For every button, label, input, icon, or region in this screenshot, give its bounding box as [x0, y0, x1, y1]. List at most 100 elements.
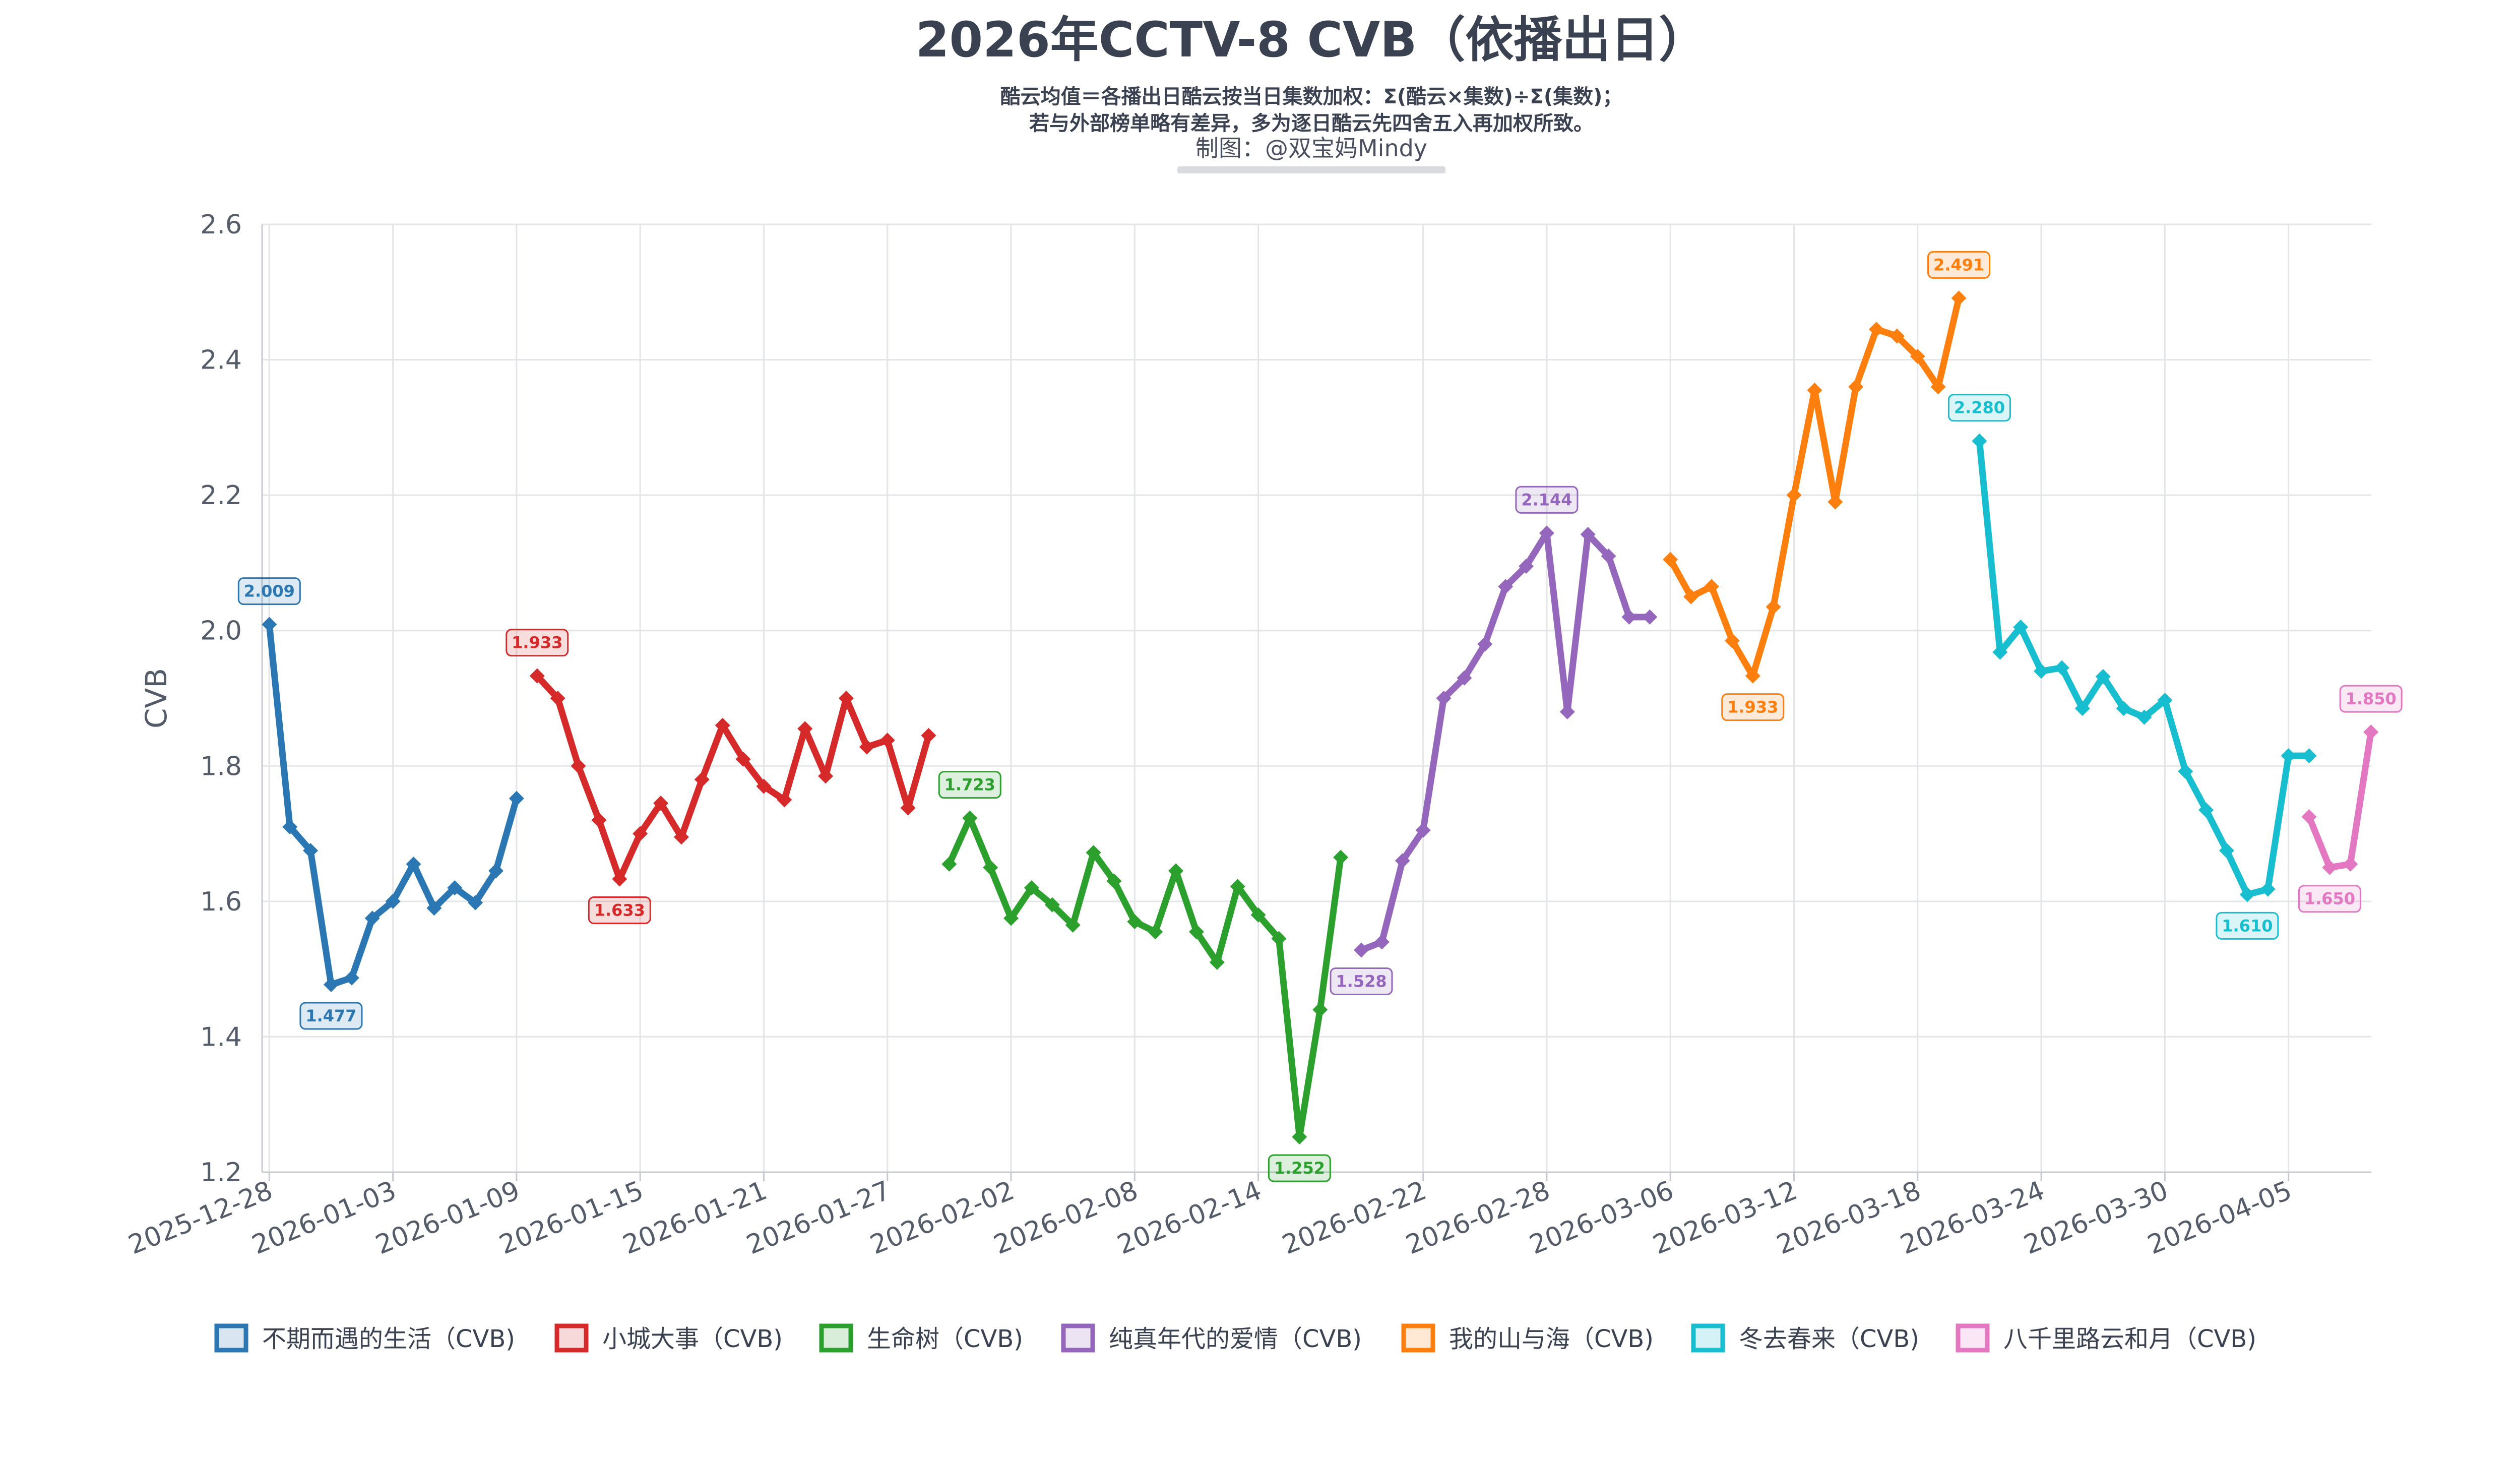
data-point[interactable] [1271, 931, 1287, 946]
data-point[interactable] [715, 717, 730, 733]
data-point[interactable] [529, 668, 545, 684]
data-point[interactable] [1457, 670, 1472, 686]
data-point[interactable] [2219, 843, 2235, 859]
data-point[interactable] [1148, 924, 1163, 940]
data-point[interactable] [1807, 383, 1822, 398]
data-point[interactable] [1539, 525, 1554, 541]
data-point[interactable] [2013, 620, 2029, 635]
data-point[interactable] [1333, 849, 1349, 865]
data-point[interactable] [1292, 1129, 1307, 1145]
data-point[interactable] [1209, 954, 1225, 970]
data-point[interactable] [550, 691, 565, 706]
data-point[interactable] [1786, 488, 1802, 503]
data-point[interactable] [797, 721, 813, 737]
data-point[interactable] [1250, 907, 1266, 923]
data-point[interactable] [1930, 379, 1946, 395]
data-point[interactable] [2157, 693, 2173, 708]
data-point[interactable] [941, 857, 957, 872]
data-point[interactable] [633, 826, 648, 841]
data-point[interactable] [2281, 748, 2296, 764]
data-point[interactable] [2260, 881, 2276, 897]
data-point[interactable] [344, 970, 359, 986]
data-point[interactable] [1519, 559, 1534, 574]
data-point[interactable] [1910, 348, 1925, 364]
data-point[interactable] [2301, 748, 2317, 764]
data-point[interactable] [1621, 609, 1637, 625]
data-point[interactable] [303, 843, 319, 859]
data-point[interactable] [1889, 328, 1905, 344]
data-point[interactable] [426, 900, 442, 916]
data-point[interactable] [1354, 942, 1369, 958]
data-point[interactable] [1580, 527, 1596, 542]
data-point[interactable] [509, 791, 524, 806]
data-point[interactable] [983, 860, 998, 875]
legend-item[interactable]: 生命树（CVB) [819, 1323, 1023, 1353]
data-point[interactable] [1972, 433, 1987, 449]
data-point[interactable] [2178, 764, 2193, 779]
data-point[interactable] [2301, 809, 2317, 824]
data-point[interactable] [2054, 660, 2069, 676]
legend-item[interactable]: 纯真年代的爱情（CVB) [1061, 1323, 1362, 1353]
data-point[interactable] [859, 739, 874, 755]
data-point[interactable] [962, 810, 978, 826]
data-point[interactable] [1436, 691, 1452, 706]
data-point[interactable] [1663, 552, 1678, 567]
legend-item[interactable]: 小城大事（CVB) [554, 1323, 783, 1353]
data-point[interactable] [468, 895, 483, 910]
data-point[interactable] [735, 751, 751, 767]
data-point[interactable] [1559, 704, 1575, 719]
data-point[interactable] [1044, 897, 1060, 913]
data-point[interactable] [2074, 701, 2090, 716]
data-point[interactable] [1127, 914, 1143, 930]
data-point[interactable] [1951, 290, 1967, 306]
data-point[interactable] [1642, 609, 1658, 625]
data-point[interactable] [1477, 636, 1493, 652]
data-point[interactable] [756, 778, 772, 794]
data-point[interactable] [262, 617, 277, 632]
legend-item[interactable]: 冬去春来（CVB) [1691, 1323, 1919, 1353]
data-point[interactable] [1828, 494, 1843, 510]
data-point[interactable] [1766, 599, 1781, 615]
data-point[interactable] [1498, 579, 1514, 594]
legend-item[interactable]: 八千里路云和月（CVB) [1956, 1323, 2256, 1353]
data-point[interactable] [1869, 322, 1884, 337]
data-point[interactable] [1374, 934, 1390, 950]
data-point[interactable] [2116, 701, 2131, 716]
data-point[interactable] [1086, 845, 1101, 861]
data-point[interactable] [1188, 924, 1204, 940]
legend-item[interactable]: 我的山与海（CVB) [1401, 1323, 1654, 1353]
data-point[interactable] [364, 910, 380, 926]
data-point[interactable] [406, 857, 421, 872]
data-point[interactable] [2095, 669, 2111, 685]
data-point[interactable] [447, 880, 463, 895]
data-point[interactable] [1395, 853, 1410, 869]
data-point[interactable] [838, 691, 854, 706]
data-point[interactable] [879, 733, 895, 748]
data-point[interactable] [2239, 887, 2255, 902]
data-point[interactable] [1065, 917, 1081, 933]
data-point[interactable] [1168, 863, 1184, 879]
data-point[interactable] [777, 792, 792, 808]
data-point[interactable] [2034, 663, 2049, 679]
data-point[interactable] [1704, 579, 1719, 594]
data-point[interactable] [2136, 709, 2152, 725]
data-point[interactable] [1230, 879, 1245, 894]
data-point[interactable] [673, 829, 689, 845]
data-point[interactable] [818, 768, 834, 784]
data-point[interactable] [1003, 910, 1019, 926]
data-point[interactable] [2363, 724, 2379, 740]
data-point[interactable] [1724, 633, 1740, 648]
data-point[interactable] [1415, 822, 1431, 838]
data-point[interactable] [2322, 860, 2338, 875]
data-point[interactable] [2198, 802, 2214, 818]
data-point[interactable] [612, 871, 627, 887]
legend-item[interactable]: 不期而遇的生活（CVB) [214, 1323, 515, 1353]
data-point[interactable] [488, 863, 504, 879]
data-point[interactable] [1848, 379, 1864, 395]
data-point[interactable] [323, 977, 339, 993]
data-point[interactable] [1992, 644, 2008, 660]
data-point[interactable] [653, 796, 669, 811]
data-point[interactable] [571, 758, 586, 774]
data-point[interactable] [591, 812, 607, 828]
data-point[interactable] [1745, 668, 1760, 684]
